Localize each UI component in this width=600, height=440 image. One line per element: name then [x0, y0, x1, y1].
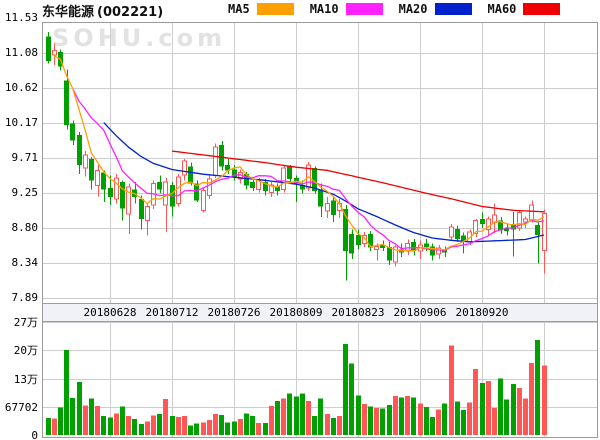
ma20-color-swatch [434, 3, 472, 15]
ma5-label: MA5 [228, 2, 250, 16]
ma-line-ma5 [53, 55, 545, 252]
legend-item-ma20: MA20 [399, 2, 472, 16]
price-tick-label: 8.34 [11, 256, 39, 269]
date-tick-label: 20180712 [145, 306, 199, 319]
volume-tick-label: 13万 [13, 373, 38, 386]
date-tick-label: 20180628 [83, 306, 137, 319]
ma5-color-swatch [256, 3, 294, 15]
price-tick-label: 10.17 [4, 116, 38, 129]
price-tick-label: 10.62 [4, 81, 38, 94]
price-tick-label: 11.08 [4, 46, 38, 59]
pane-borders [42, 22, 598, 438]
stock-code: (002221) [97, 4, 164, 20]
chart-header: 东华能源 (002221) MA5 MA10 MA20 MA60 [0, 0, 600, 20]
price-tick-label: 9.71 [11, 151, 39, 164]
stock-name: 东华能源 [42, 4, 95, 20]
gridlines [42, 22, 597, 437]
ma-line-ma10 [72, 88, 545, 251]
ma60-label: MA60 [487, 2, 517, 16]
price-tick-label: 11.53 [4, 11, 38, 24]
price-tick-label: 7.89 [11, 291, 39, 304]
ma10-label: MA10 [309, 2, 339, 16]
date-tick-label: 20180809 [269, 306, 323, 319]
legend-item-ma10: MA10 [310, 2, 383, 16]
date-tick-label: 20180906 [393, 306, 447, 319]
volume-tick-label: 27万 [13, 316, 38, 329]
ma-line-ma20 [103, 122, 545, 243]
price-tick-label: 9.25 [11, 186, 39, 199]
ma10-color-swatch [345, 3, 383, 15]
ma-legend: MA5 MA10 MA20 MA60 [228, 2, 576, 16]
volume-bars [46, 339, 547, 435]
stock-title: 东华能源 (002221) [42, 1, 163, 20]
date-tick-label: 20180726 [207, 306, 261, 319]
date-tick-label: 20180920 [455, 306, 509, 319]
sohu-watermark: SOHU.com [52, 24, 227, 52]
ma60-color-swatch [523, 3, 561, 15]
volume-tick-label: 0 [31, 429, 38, 440]
ma20-label: MA20 [398, 2, 428, 16]
volume-tick-label: 20万 [13, 344, 38, 357]
legend-item-ma5: MA5 [228, 2, 294, 16]
legend-item-ma60: MA60 [488, 2, 561, 16]
price-tick-label: 8.80 [11, 221, 39, 234]
volume-tick-label: 67702 [4, 401, 38, 414]
date-tick-label: 20180823 [331, 306, 385, 319]
ma-line-ma60 [171, 150, 545, 213]
